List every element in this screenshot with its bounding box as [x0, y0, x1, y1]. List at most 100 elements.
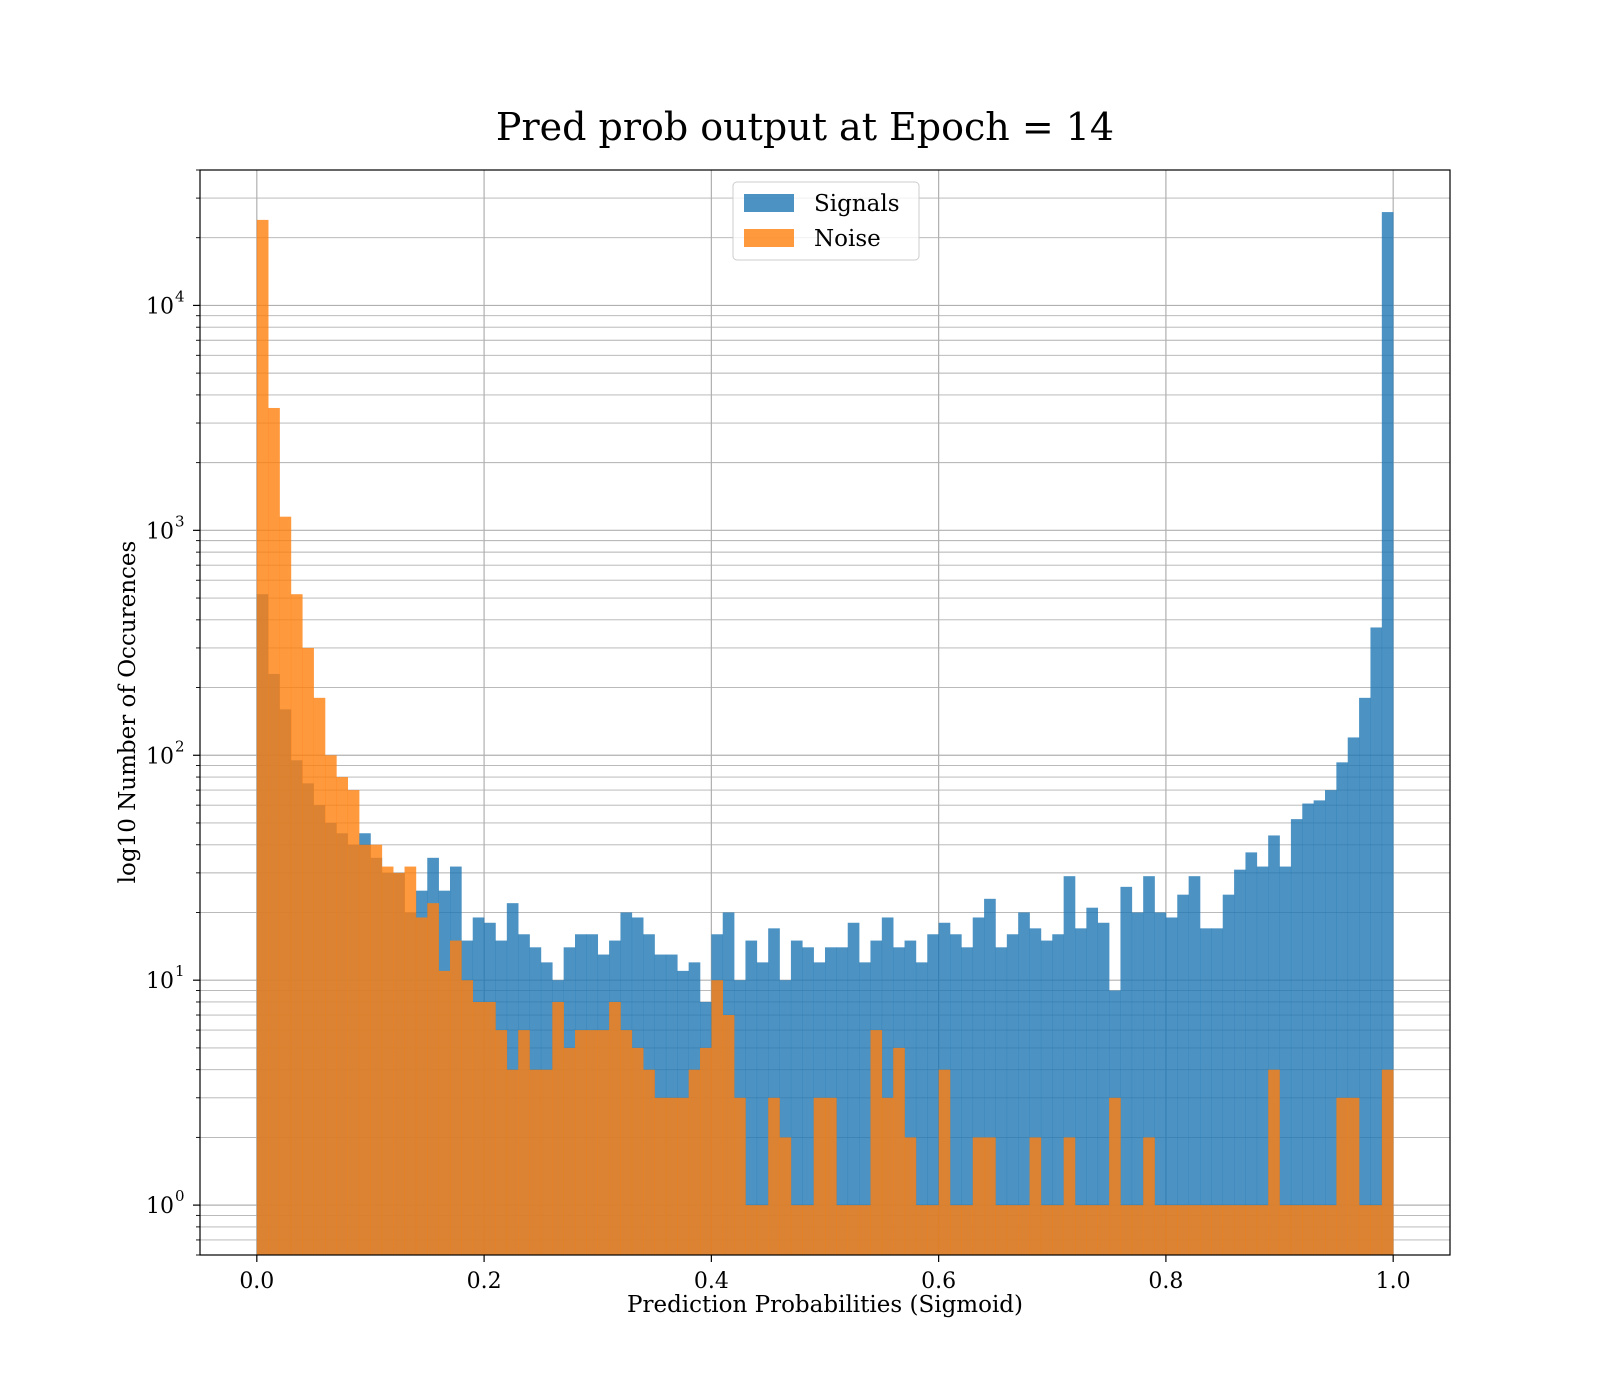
plot-frame	[199, 169, 1451, 1256]
bar-noise	[700, 1047, 712, 1255]
legend-label-noise: Noise	[814, 226, 881, 252]
y-tick-exponent: 1	[175, 962, 185, 980]
bar-noise	[1029, 1137, 1042, 1255]
bar-noise	[325, 755, 337, 1255]
bar-signals	[1222, 894, 1235, 1255]
bar-noise	[359, 844, 371, 1255]
bar-signals	[995, 947, 1008, 1255]
bar-noise	[631, 1047, 644, 1255]
bar-noise	[438, 970, 451, 1255]
legend-swatch-noise	[744, 229, 794, 247]
bar-noise	[813, 1097, 826, 1255]
bar-noise	[654, 1097, 667, 1255]
bar-noise	[540, 1069, 553, 1255]
x-tick-label: 0.2	[467, 1269, 502, 1294]
bar-noise	[609, 1001, 621, 1255]
y-tick-label: 10	[146, 744, 174, 769]
bar-signals	[1256, 866, 1269, 1255]
bar-signals	[1200, 928, 1212, 1255]
bar-noise	[1359, 1205, 1371, 1255]
bar-noise	[1302, 1205, 1314, 1255]
bar-noise	[1222, 1205, 1235, 1255]
bar-signals	[972, 917, 985, 1255]
bar-noise	[495, 1030, 508, 1255]
bar-noise	[518, 1030, 530, 1255]
bar-signals	[1268, 835, 1280, 1255]
bar-signals	[756, 962, 769, 1255]
legend: Signals Noise	[732, 181, 920, 261]
bars-layer	[256, 212, 1394, 1255]
bar-signals	[1359, 697, 1371, 1255]
bar-noise	[1109, 1097, 1121, 1255]
bar-noise	[404, 866, 417, 1255]
bar-signals	[768, 928, 780, 1255]
bar-noise	[1234, 1205, 1246, 1255]
bar-noise	[1245, 1205, 1258, 1255]
bar-noise	[711, 980, 724, 1255]
bar-noise	[825, 1097, 837, 1255]
bar-noise	[802, 1205, 814, 1255]
y-tick-label: 10	[146, 969, 174, 994]
bar-noise	[1040, 1205, 1053, 1255]
bar-noise	[790, 1205, 803, 1255]
bar-noise	[972, 1137, 985, 1255]
bar-signals	[745, 940, 758, 1255]
bar-noise	[461, 980, 474, 1255]
bar-signals	[1336, 762, 1349, 1255]
bar-noise	[779, 1137, 792, 1255]
bar-signals	[1279, 866, 1292, 1255]
bar-signals	[1211, 928, 1224, 1255]
x-tick-label: 0.0	[239, 1269, 274, 1294]
chart-title: Pred prob output at Epoch = 14	[496, 105, 1114, 149]
bar-noise	[393, 872, 405, 1255]
bar-noise	[597, 1030, 610, 1255]
bar-noise	[450, 940, 462, 1255]
bar-noise	[1075, 1205, 1087, 1255]
bar-noise	[859, 1205, 871, 1255]
bar-signals	[1097, 922, 1110, 1255]
x-tick-label: 1.0	[1376, 1269, 1411, 1294]
bar-noise	[950, 1205, 962, 1255]
bar-noise	[506, 1069, 519, 1255]
bar-noise	[734, 1097, 746, 1255]
y-axis-label: log10 Number of Occurences	[115, 541, 141, 884]
bar-signals	[1188, 876, 1201, 1255]
bar-noise	[1131, 1205, 1144, 1255]
bar-noise	[927, 1205, 939, 1255]
bar-noise	[1325, 1205, 1337, 1255]
bar-noise	[427, 903, 439, 1255]
bar-signals	[1325, 790, 1337, 1255]
bar-noise	[1063, 1137, 1076, 1255]
bar-noise	[1256, 1205, 1269, 1255]
bar-noise	[1188, 1205, 1201, 1255]
bar-signals	[1052, 934, 1064, 1255]
y-tick-exponent: 2	[175, 737, 185, 755]
bar-noise	[1347, 1097, 1360, 1255]
bar-noise	[415, 917, 428, 1255]
bar-signals	[836, 947, 849, 1255]
bar-signals	[950, 934, 962, 1255]
x-tick-label: 0.8	[1148, 1269, 1183, 1294]
bar-noise	[836, 1205, 849, 1255]
bar-noise	[847, 1205, 860, 1255]
bar-noise	[1120, 1205, 1133, 1255]
bar-noise	[347, 790, 360, 1255]
y-tick-exponent: 4	[175, 287, 185, 305]
bar-noise	[381, 866, 394, 1255]
bar-signals	[859, 962, 871, 1255]
bar-noise	[870, 1030, 883, 1255]
bar-noise	[643, 1069, 655, 1255]
y-tick-label: 10	[146, 294, 174, 319]
bar-signals	[1302, 803, 1314, 1255]
legend-swatch-signals	[744, 194, 794, 212]
y-tick-label: 10	[146, 519, 174, 544]
bar-signals	[1120, 886, 1133, 1255]
bar-noise	[677, 1097, 689, 1255]
bar-noise	[268, 407, 280, 1255]
bar-noise	[745, 1205, 758, 1255]
bar-noise	[756, 1205, 769, 1255]
bar-signals	[927, 934, 939, 1255]
bar-noise	[1143, 1137, 1155, 1255]
